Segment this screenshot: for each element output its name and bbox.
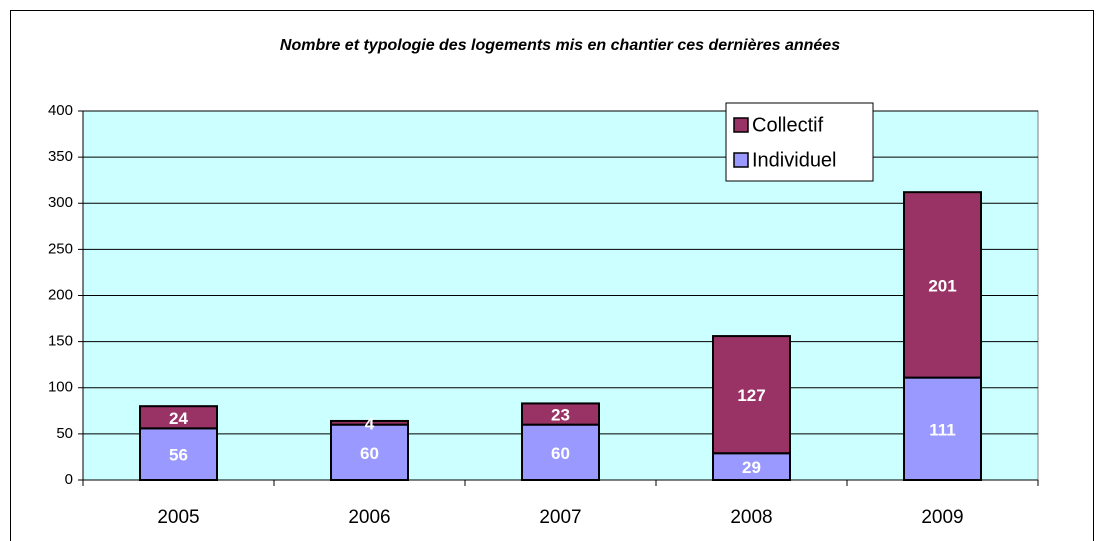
legend-label: Collectif (752, 114, 824, 136)
y-tick-label: 350 (48, 148, 73, 165)
data-label: 60 (551, 444, 570, 463)
data-label: 127 (737, 386, 765, 405)
legend-swatch (733, 152, 749, 168)
x-tick-label: 2007 (539, 507, 581, 528)
y-tick-label: 250 (48, 240, 73, 257)
y-tick-label: 150 (48, 333, 73, 350)
data-label: 29 (742, 458, 761, 477)
x-tick-label: 2009 (921, 507, 963, 528)
bar-segment (139, 405, 218, 430)
data-label: 201 (928, 276, 956, 295)
y-tick-label: 0 (65, 471, 73, 488)
y-tick-label: 300 (48, 194, 73, 211)
chart-title: Nombre et typologie des logements mis en… (280, 37, 840, 54)
bar-segment (330, 419, 409, 426)
y-tick-label: 400 (48, 102, 73, 119)
bar-segment (139, 427, 218, 481)
y-tick-label: 200 (48, 286, 73, 303)
data-label: 23 (551, 406, 570, 425)
x-tick-label: 2005 (157, 507, 199, 528)
legend-label: Individuel (752, 149, 837, 171)
data-label: 111 (929, 420, 956, 439)
legend-box (725, 102, 874, 182)
data-label: 56 (169, 446, 188, 465)
data-label: 24 (169, 409, 188, 428)
bar-segment (903, 376, 982, 482)
x-tick-label: 2006 (348, 507, 390, 528)
x-tick-label: 2008 (730, 507, 772, 528)
bar-segment (903, 191, 982, 379)
y-tick-label: 100 (48, 379, 73, 396)
y-tick-label: 50 (56, 425, 73, 442)
data-label: 60 (360, 444, 379, 463)
bar-segment (521, 402, 600, 426)
bar-segment (712, 335, 791, 455)
data-label: 4 (365, 414, 375, 433)
legend-swatch (733, 117, 749, 133)
